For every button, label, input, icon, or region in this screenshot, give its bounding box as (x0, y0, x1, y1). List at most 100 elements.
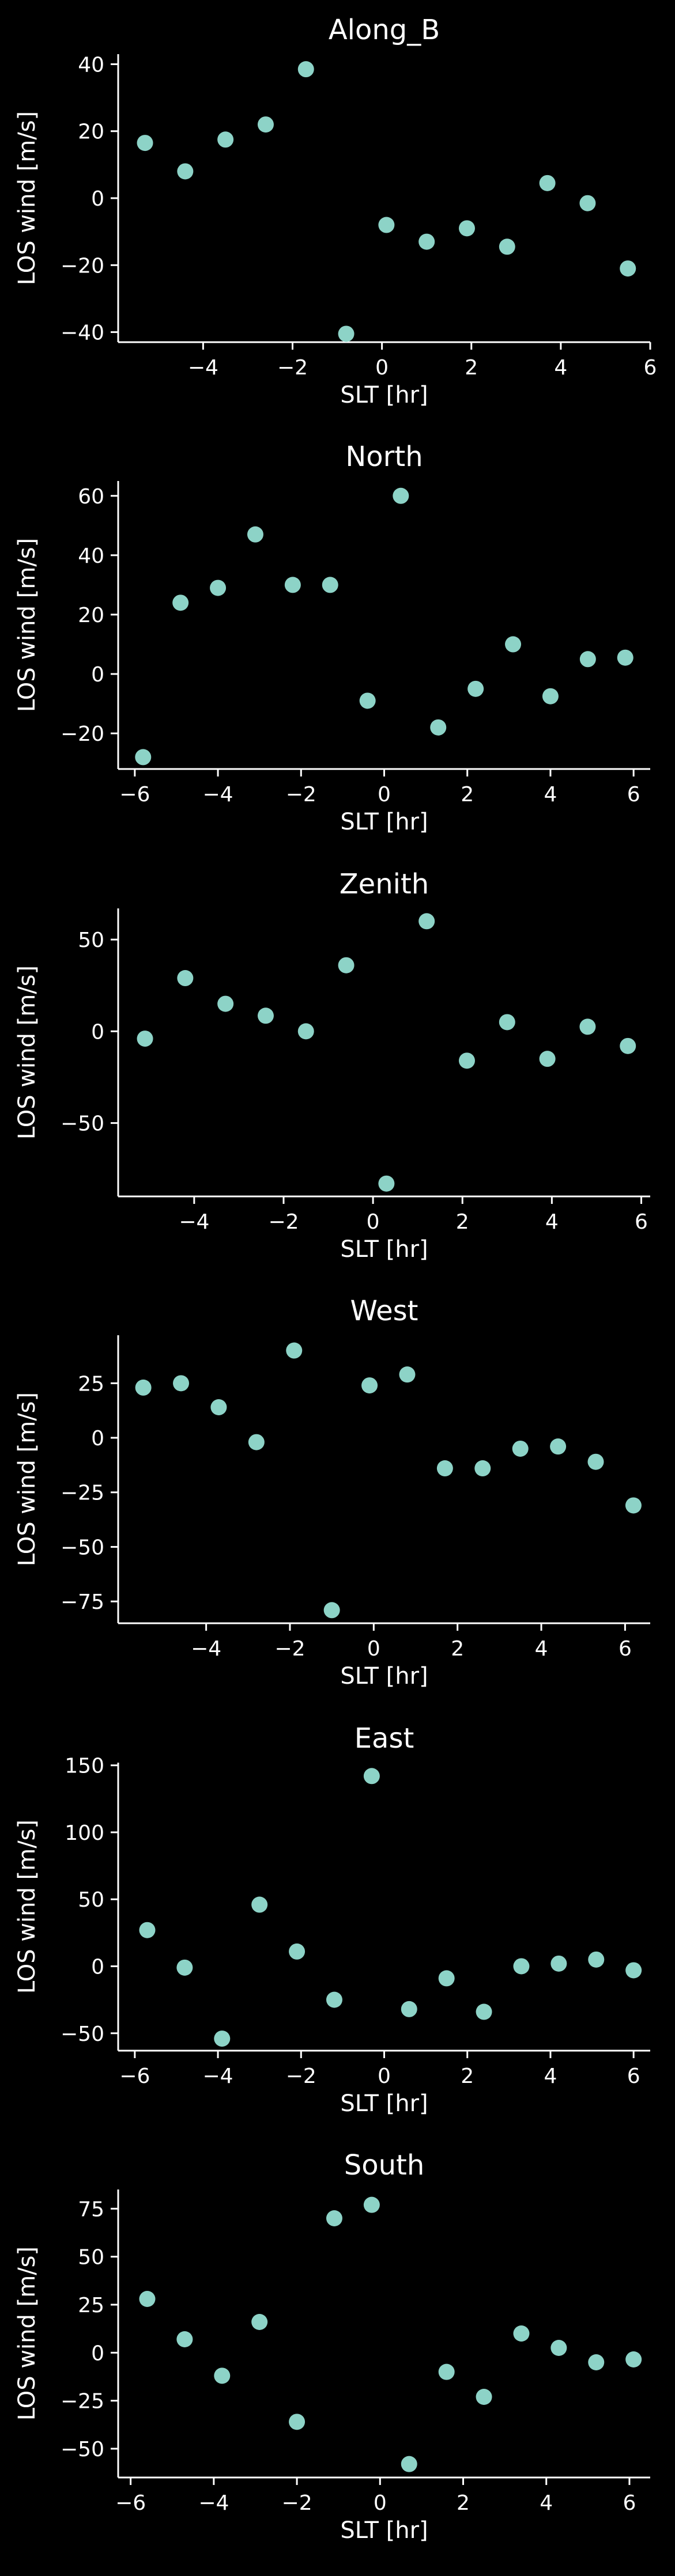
data-point (418, 233, 435, 250)
y-tick-label: −75 (61, 1590, 104, 1614)
data-point (438, 1970, 455, 1987)
data-point (588, 1951, 605, 1968)
data-point (322, 577, 338, 593)
data-point (251, 2314, 268, 2330)
data-point (217, 131, 234, 148)
data-point (217, 995, 234, 1012)
data-point (401, 2001, 417, 2017)
data-point (436, 1460, 453, 1477)
y-tick-label: 0 (91, 1020, 104, 1044)
data-point (139, 2291, 156, 2307)
x-axis-label: SLT [hr] (340, 382, 428, 408)
chart-title: North (345, 441, 423, 473)
x-tick-label: −6 (119, 783, 150, 806)
data-point (513, 2325, 530, 2342)
y-axis-label: LOS wind [m/s] (14, 111, 40, 285)
data-point (430, 719, 447, 736)
x-tick-label: −2 (282, 2491, 312, 2515)
data-point (393, 487, 409, 504)
x-tick-label: 0 (378, 783, 391, 806)
x-tick-label: −2 (268, 1210, 299, 1234)
data-point (135, 749, 152, 766)
data-point (289, 2414, 306, 2430)
chart-title: Zenith (340, 868, 429, 900)
data-point (248, 1434, 265, 1450)
data-point (625, 1962, 642, 1979)
data-point (137, 135, 153, 151)
y-axis-label: LOS wind [m/s] (14, 965, 40, 1139)
x-tick-label: −2 (277, 356, 308, 380)
data-point (210, 1399, 227, 1415)
data-point (550, 2340, 567, 2356)
y-tick-label: 150 (65, 1755, 104, 1778)
y-tick-label: −25 (61, 2390, 104, 2414)
data-point (467, 680, 484, 697)
chart-title: West (350, 1295, 418, 1327)
data-point (539, 175, 556, 191)
data-point (326, 2210, 342, 2226)
data-point (257, 116, 274, 133)
data-point (458, 1052, 475, 1069)
y-tick-label: −50 (61, 1112, 104, 1136)
x-tick-label: 6 (627, 783, 640, 806)
x-tick-label: 0 (367, 1637, 380, 1661)
y-tick-label: 75 (78, 2198, 104, 2221)
x-tick-label: −2 (286, 2064, 316, 2088)
x-tick-label: −4 (179, 1210, 209, 1234)
data-point (550, 1438, 567, 1455)
y-tick-label: 0 (91, 2342, 104, 2365)
data-point (401, 2456, 417, 2472)
y-tick-label: 50 (78, 1888, 104, 1912)
y-axis-label: LOS wind [m/s] (14, 1392, 40, 1566)
data-point (625, 2351, 642, 2367)
y-tick-label: 50 (78, 929, 104, 952)
data-point (587, 1453, 604, 1470)
x-tick-label: 6 (644, 356, 657, 380)
chart-title: Along_B (329, 14, 440, 46)
data-point (247, 526, 263, 543)
data-point (539, 1051, 556, 1067)
x-tick-label: 4 (540, 2491, 553, 2515)
y-tick-label: 50 (78, 2246, 104, 2270)
data-point (251, 1896, 268, 1913)
y-tick-label: 40 (78, 544, 104, 568)
x-tick-label: 4 (554, 356, 567, 380)
y-tick-label: 60 (78, 485, 104, 509)
data-point (176, 2331, 193, 2347)
x-tick-label: 6 (635, 1210, 648, 1234)
data-point (620, 1037, 636, 1054)
x-tick-label: 0 (367, 1210, 380, 1234)
data-point (438, 2363, 455, 2380)
data-point (359, 692, 376, 709)
x-tick-label: 4 (544, 783, 557, 806)
panel-west: West −4 −2 0 2 4 6 −75 −50 −25 0 25 SLT [hr] LOS wind… (14, 1295, 650, 1689)
y-tick-label: −25 (61, 1482, 104, 1505)
x-axis-label: SLT [hr] (340, 2517, 428, 2544)
data-point (338, 325, 355, 342)
data-point (297, 61, 314, 78)
x-tick-label: 0 (374, 2491, 387, 2515)
data-point (363, 2196, 380, 2213)
data-point (177, 970, 194, 987)
data-point (297, 1023, 314, 1040)
data-point (579, 1018, 596, 1035)
x-tick-label: 4 (535, 1637, 548, 1661)
data-point (499, 238, 515, 255)
data-point (458, 220, 475, 237)
x-axis-label: SLT [hr] (340, 2090, 428, 2117)
data-point (338, 957, 355, 973)
y-tick-label: −40 (61, 321, 104, 345)
y-tick-label: −50 (61, 2022, 104, 2046)
x-tick-label: −6 (115, 2491, 146, 2515)
data-point (286, 1342, 303, 1359)
y-tick-label: 100 (65, 1821, 104, 1845)
data-point (363, 1768, 380, 1785)
y-axis-label: LOS wind [m/s] (14, 538, 40, 712)
x-tick-label: 2 (461, 2064, 474, 2088)
x-tick-label: 2 (456, 1210, 469, 1234)
data-point (378, 217, 395, 233)
x-tick-label: 0 (375, 356, 389, 380)
data-point (139, 1922, 156, 1938)
